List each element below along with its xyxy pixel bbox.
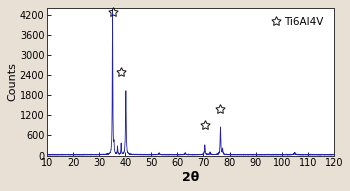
Y-axis label: Counts: Counts xyxy=(7,62,17,101)
Legend: Ti6Al4V: Ti6Al4V xyxy=(269,15,326,29)
X-axis label: 2θ: 2θ xyxy=(182,171,199,184)
